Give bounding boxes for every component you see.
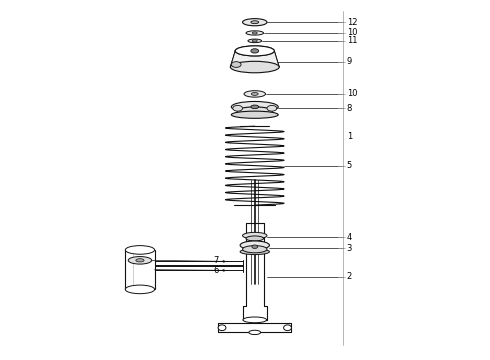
Ellipse shape	[252, 32, 257, 34]
Text: 4: 4	[346, 233, 352, 242]
Text: 10: 10	[346, 89, 357, 98]
Ellipse shape	[251, 49, 259, 53]
Ellipse shape	[231, 102, 278, 112]
Ellipse shape	[244, 91, 266, 97]
Text: 11: 11	[346, 36, 357, 45]
Ellipse shape	[252, 245, 258, 248]
Ellipse shape	[240, 249, 270, 255]
Text: 6: 6	[213, 266, 219, 275]
Ellipse shape	[235, 46, 274, 56]
Ellipse shape	[125, 285, 155, 294]
Ellipse shape	[248, 39, 262, 42]
Text: 2: 2	[346, 272, 352, 281]
Ellipse shape	[136, 259, 144, 262]
Ellipse shape	[235, 46, 274, 56]
Text: 12: 12	[346, 18, 357, 27]
Ellipse shape	[246, 236, 264, 241]
Text: 8: 8	[346, 104, 352, 113]
Ellipse shape	[231, 111, 278, 118]
Ellipse shape	[251, 21, 259, 24]
Ellipse shape	[128, 257, 152, 264]
Ellipse shape	[251, 105, 259, 109]
Text: 7: 7	[213, 256, 219, 265]
Ellipse shape	[246, 31, 264, 35]
Ellipse shape	[240, 241, 270, 249]
Ellipse shape	[243, 232, 267, 239]
Ellipse shape	[237, 107, 272, 116]
Ellipse shape	[218, 325, 226, 330]
Ellipse shape	[249, 330, 261, 334]
Ellipse shape	[125, 246, 155, 254]
Text: 10: 10	[346, 28, 357, 37]
Ellipse shape	[267, 105, 277, 111]
Ellipse shape	[284, 325, 292, 330]
Ellipse shape	[233, 105, 243, 111]
Ellipse shape	[231, 62, 241, 67]
Text: 1: 1	[346, 132, 352, 141]
Ellipse shape	[243, 317, 267, 323]
Ellipse shape	[252, 40, 257, 42]
Text: 9: 9	[346, 57, 352, 66]
Polygon shape	[230, 51, 279, 67]
Ellipse shape	[243, 19, 267, 26]
Text: 3: 3	[346, 244, 352, 253]
Ellipse shape	[243, 246, 267, 253]
Text: 5: 5	[346, 161, 352, 170]
Ellipse shape	[230, 61, 279, 73]
Ellipse shape	[251, 93, 258, 95]
